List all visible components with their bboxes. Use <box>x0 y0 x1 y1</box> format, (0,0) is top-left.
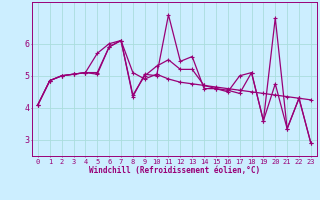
X-axis label: Windchill (Refroidissement éolien,°C): Windchill (Refroidissement éolien,°C) <box>89 166 260 175</box>
